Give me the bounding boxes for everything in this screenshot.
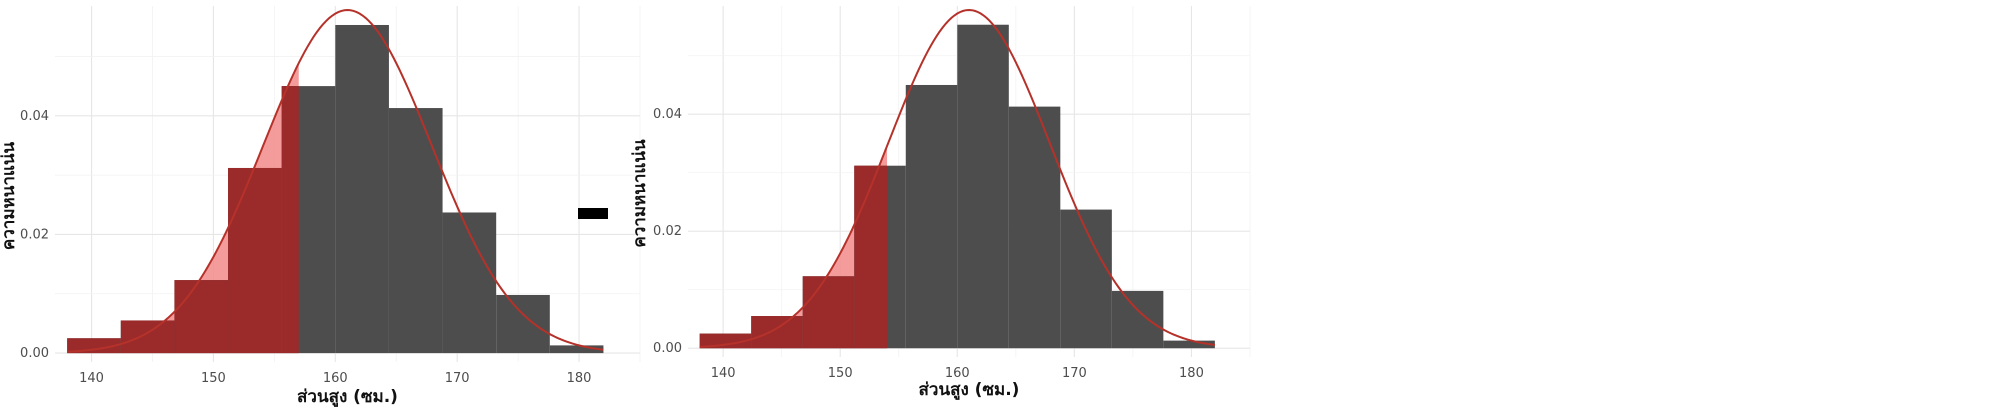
histogram-bar: [442, 212, 497, 354]
y-tick-label: 0.00: [653, 341, 682, 356]
histogram-bar: [496, 294, 550, 354]
histogram-bar: [1060, 209, 1112, 349]
y-tick-label: 0.04: [653, 107, 682, 122]
y-axis-title: ความหนาแน่น: [630, 139, 650, 248]
normal-curve: [699, 8, 1216, 348]
chart-panel-1: 140 150 160 170 180 0.00 0.02 0.04 ส่วนสูง (ซม.)…: [0, 6, 641, 408]
y-tick-label: 0.00: [20, 346, 49, 361]
y-tick-label: 0.02: [20, 227, 49, 242]
histogram-bar: [1008, 106, 1061, 349]
marker-bar: [578, 208, 608, 219]
histogram-bar-shaded: [120, 320, 175, 354]
x-tick-label: 140: [711, 366, 736, 381]
x-axis-title: ส่วนสูง (ซม.): [919, 380, 1020, 401]
histogram-bar: [549, 345, 604, 354]
normal-curve: [67, 9, 604, 353]
histogram-bar: [905, 84, 958, 349]
x-tick-label: 170: [445, 371, 470, 386]
y-axis-title: ความหนาแน่น: [0, 142, 19, 251]
histogram-bar: [388, 108, 443, 354]
y-tick-label: 0.02: [653, 224, 682, 239]
x-tick-label: 150: [201, 371, 226, 386]
x-tick-label: 160: [945, 366, 970, 381]
chart-panel-2: 140 150 160 170 180 0.00 0.02 0.04 ส่วนสูง (ซม.)…: [630, 6, 1251, 401]
histogram-bar: [1163, 340, 1215, 349]
y-tick-label: 0.04: [20, 109, 49, 124]
x-tick-label: 160: [323, 371, 348, 386]
histogram-bar: [335, 24, 389, 354]
x-tick-label: 170: [1062, 366, 1087, 381]
x-tick-label: 140: [79, 371, 104, 386]
histogram-bar-shaded: [751, 316, 803, 349]
x-tick-label: 180: [1179, 366, 1204, 381]
histogram-bar-shaded: [67, 338, 121, 354]
x-tick-label: 150: [828, 366, 853, 381]
x-axis-title: ส่วนสูง (ซม.): [297, 387, 398, 408]
histogram-bar-shaded: [228, 167, 282, 354]
histogram-bar-shaded: [281, 86, 299, 354]
histogram-bar-shaded: [802, 276, 855, 349]
histogram-bar: [1111, 290, 1164, 349]
x-tick-label: 180: [567, 371, 592, 386]
histogram-bar: [957, 24, 1009, 349]
histogram-bar-shaded: [699, 333, 752, 349]
histogram-bar-shaded: [854, 165, 888, 349]
histogram-bar-shaded: [174, 280, 229, 354]
